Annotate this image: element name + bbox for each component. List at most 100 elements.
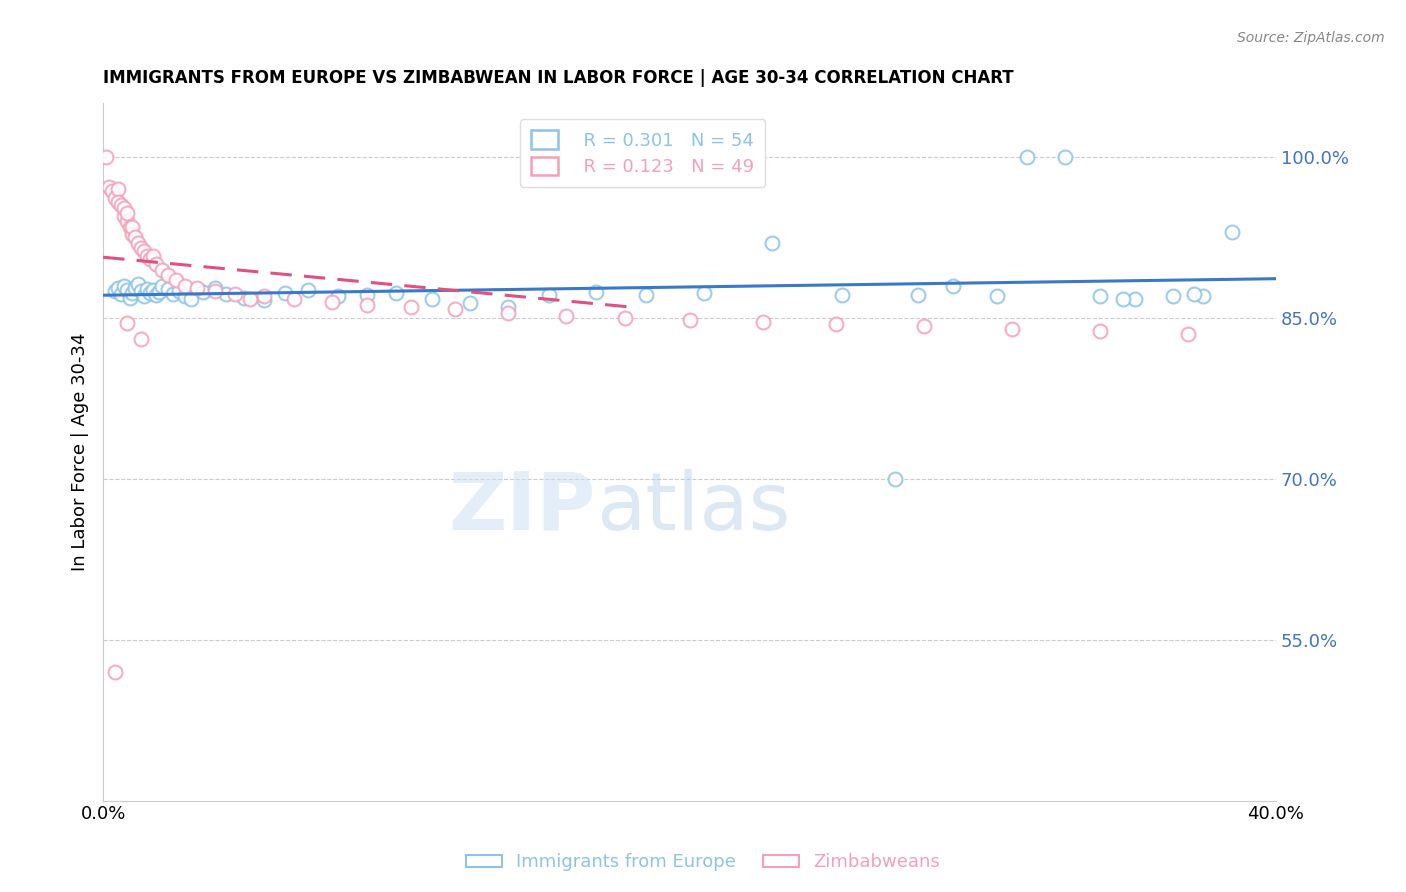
Point bbox=[1220, 225, 1243, 239]
Point bbox=[145, 257, 167, 271]
Point bbox=[142, 283, 165, 297]
Point bbox=[912, 319, 935, 334]
Point bbox=[129, 241, 152, 255]
Point bbox=[444, 302, 467, 317]
Text: atlas: atlas bbox=[596, 469, 790, 547]
Point bbox=[165, 273, 187, 287]
Point bbox=[1088, 324, 1111, 338]
Point bbox=[204, 284, 226, 298]
Point bbox=[752, 315, 775, 329]
Point bbox=[127, 235, 149, 250]
Point bbox=[112, 202, 135, 216]
Text: Source: ZipAtlas.com: Source: ZipAtlas.com bbox=[1237, 31, 1385, 45]
Point bbox=[1015, 150, 1038, 164]
Point bbox=[239, 292, 262, 306]
Legend: Immigrants from Europe, Zimbabweans: Immigrants from Europe, Zimbabweans bbox=[458, 847, 948, 879]
Point bbox=[115, 206, 138, 220]
Point bbox=[115, 214, 138, 228]
Point bbox=[1001, 321, 1024, 335]
Point bbox=[150, 278, 173, 293]
Text: IMMIGRANTS FROM EUROPE VS ZIMBABWEAN IN LABOR FORCE | AGE 30-34 CORRELATION CHAR: IMMIGRANTS FROM EUROPE VS ZIMBABWEAN IN … bbox=[103, 69, 1014, 87]
Point bbox=[1182, 287, 1205, 301]
Point bbox=[1191, 289, 1213, 303]
Point bbox=[215, 287, 238, 301]
Point bbox=[104, 191, 127, 205]
Point bbox=[253, 293, 276, 307]
Point bbox=[883, 472, 905, 486]
Point bbox=[825, 318, 848, 332]
Point bbox=[115, 283, 138, 297]
Point bbox=[907, 288, 929, 302]
Point bbox=[693, 286, 716, 301]
Point bbox=[496, 305, 519, 319]
Point bbox=[1163, 289, 1185, 303]
Point bbox=[115, 316, 138, 330]
Point bbox=[356, 298, 378, 312]
Point bbox=[127, 277, 149, 291]
Point bbox=[420, 292, 443, 306]
Point bbox=[107, 195, 129, 210]
Point bbox=[136, 249, 159, 263]
Point bbox=[112, 278, 135, 293]
Point bbox=[986, 289, 1008, 303]
Point bbox=[191, 285, 214, 300]
Point bbox=[232, 291, 254, 305]
Point bbox=[156, 268, 179, 282]
Point bbox=[537, 288, 560, 302]
Y-axis label: In Labor Force | Age 30-34: In Labor Force | Age 30-34 bbox=[72, 333, 89, 571]
Point bbox=[110, 198, 132, 212]
Point bbox=[139, 252, 162, 266]
Point bbox=[134, 244, 156, 259]
Point bbox=[831, 288, 853, 302]
Point bbox=[399, 300, 422, 314]
Text: ZIP: ZIP bbox=[449, 469, 596, 547]
Point bbox=[356, 288, 378, 302]
Point bbox=[274, 286, 297, 301]
Point bbox=[555, 309, 578, 323]
Point bbox=[174, 278, 197, 293]
Point bbox=[496, 300, 519, 314]
Point bbox=[224, 287, 246, 301]
Point bbox=[112, 209, 135, 223]
Point bbox=[129, 332, 152, 346]
Point bbox=[104, 284, 127, 298]
Point bbox=[942, 278, 965, 293]
Point bbox=[134, 289, 156, 303]
Point bbox=[204, 281, 226, 295]
Point bbox=[124, 230, 146, 244]
Point bbox=[634, 288, 657, 302]
Point bbox=[145, 288, 167, 302]
Point bbox=[1177, 326, 1199, 341]
Point bbox=[1123, 292, 1146, 306]
Point bbox=[326, 289, 349, 303]
Point bbox=[614, 310, 637, 325]
Point bbox=[678, 313, 700, 327]
Point bbox=[186, 281, 208, 295]
Point bbox=[139, 286, 162, 301]
Point bbox=[101, 184, 124, 198]
Point bbox=[1088, 289, 1111, 303]
Legend:   R = 0.301   N = 54,   R = 0.123   N = 49: R = 0.301 N = 54, R = 0.123 N = 49 bbox=[520, 120, 765, 187]
Point bbox=[162, 287, 184, 301]
Point bbox=[118, 291, 141, 305]
Point bbox=[253, 289, 276, 303]
Point bbox=[148, 285, 170, 300]
Point bbox=[180, 292, 202, 306]
Point bbox=[385, 286, 408, 301]
Point bbox=[118, 219, 141, 234]
Point bbox=[129, 284, 152, 298]
Point bbox=[121, 286, 143, 301]
Point bbox=[458, 296, 481, 310]
Point bbox=[107, 182, 129, 196]
Point bbox=[585, 285, 607, 300]
Point bbox=[321, 294, 343, 309]
Point bbox=[104, 665, 127, 679]
Point bbox=[121, 219, 143, 234]
Point bbox=[174, 289, 197, 303]
Point bbox=[169, 284, 191, 298]
Point bbox=[98, 180, 121, 194]
Point bbox=[156, 282, 179, 296]
Point bbox=[142, 249, 165, 263]
Point bbox=[121, 227, 143, 242]
Point bbox=[94, 150, 117, 164]
